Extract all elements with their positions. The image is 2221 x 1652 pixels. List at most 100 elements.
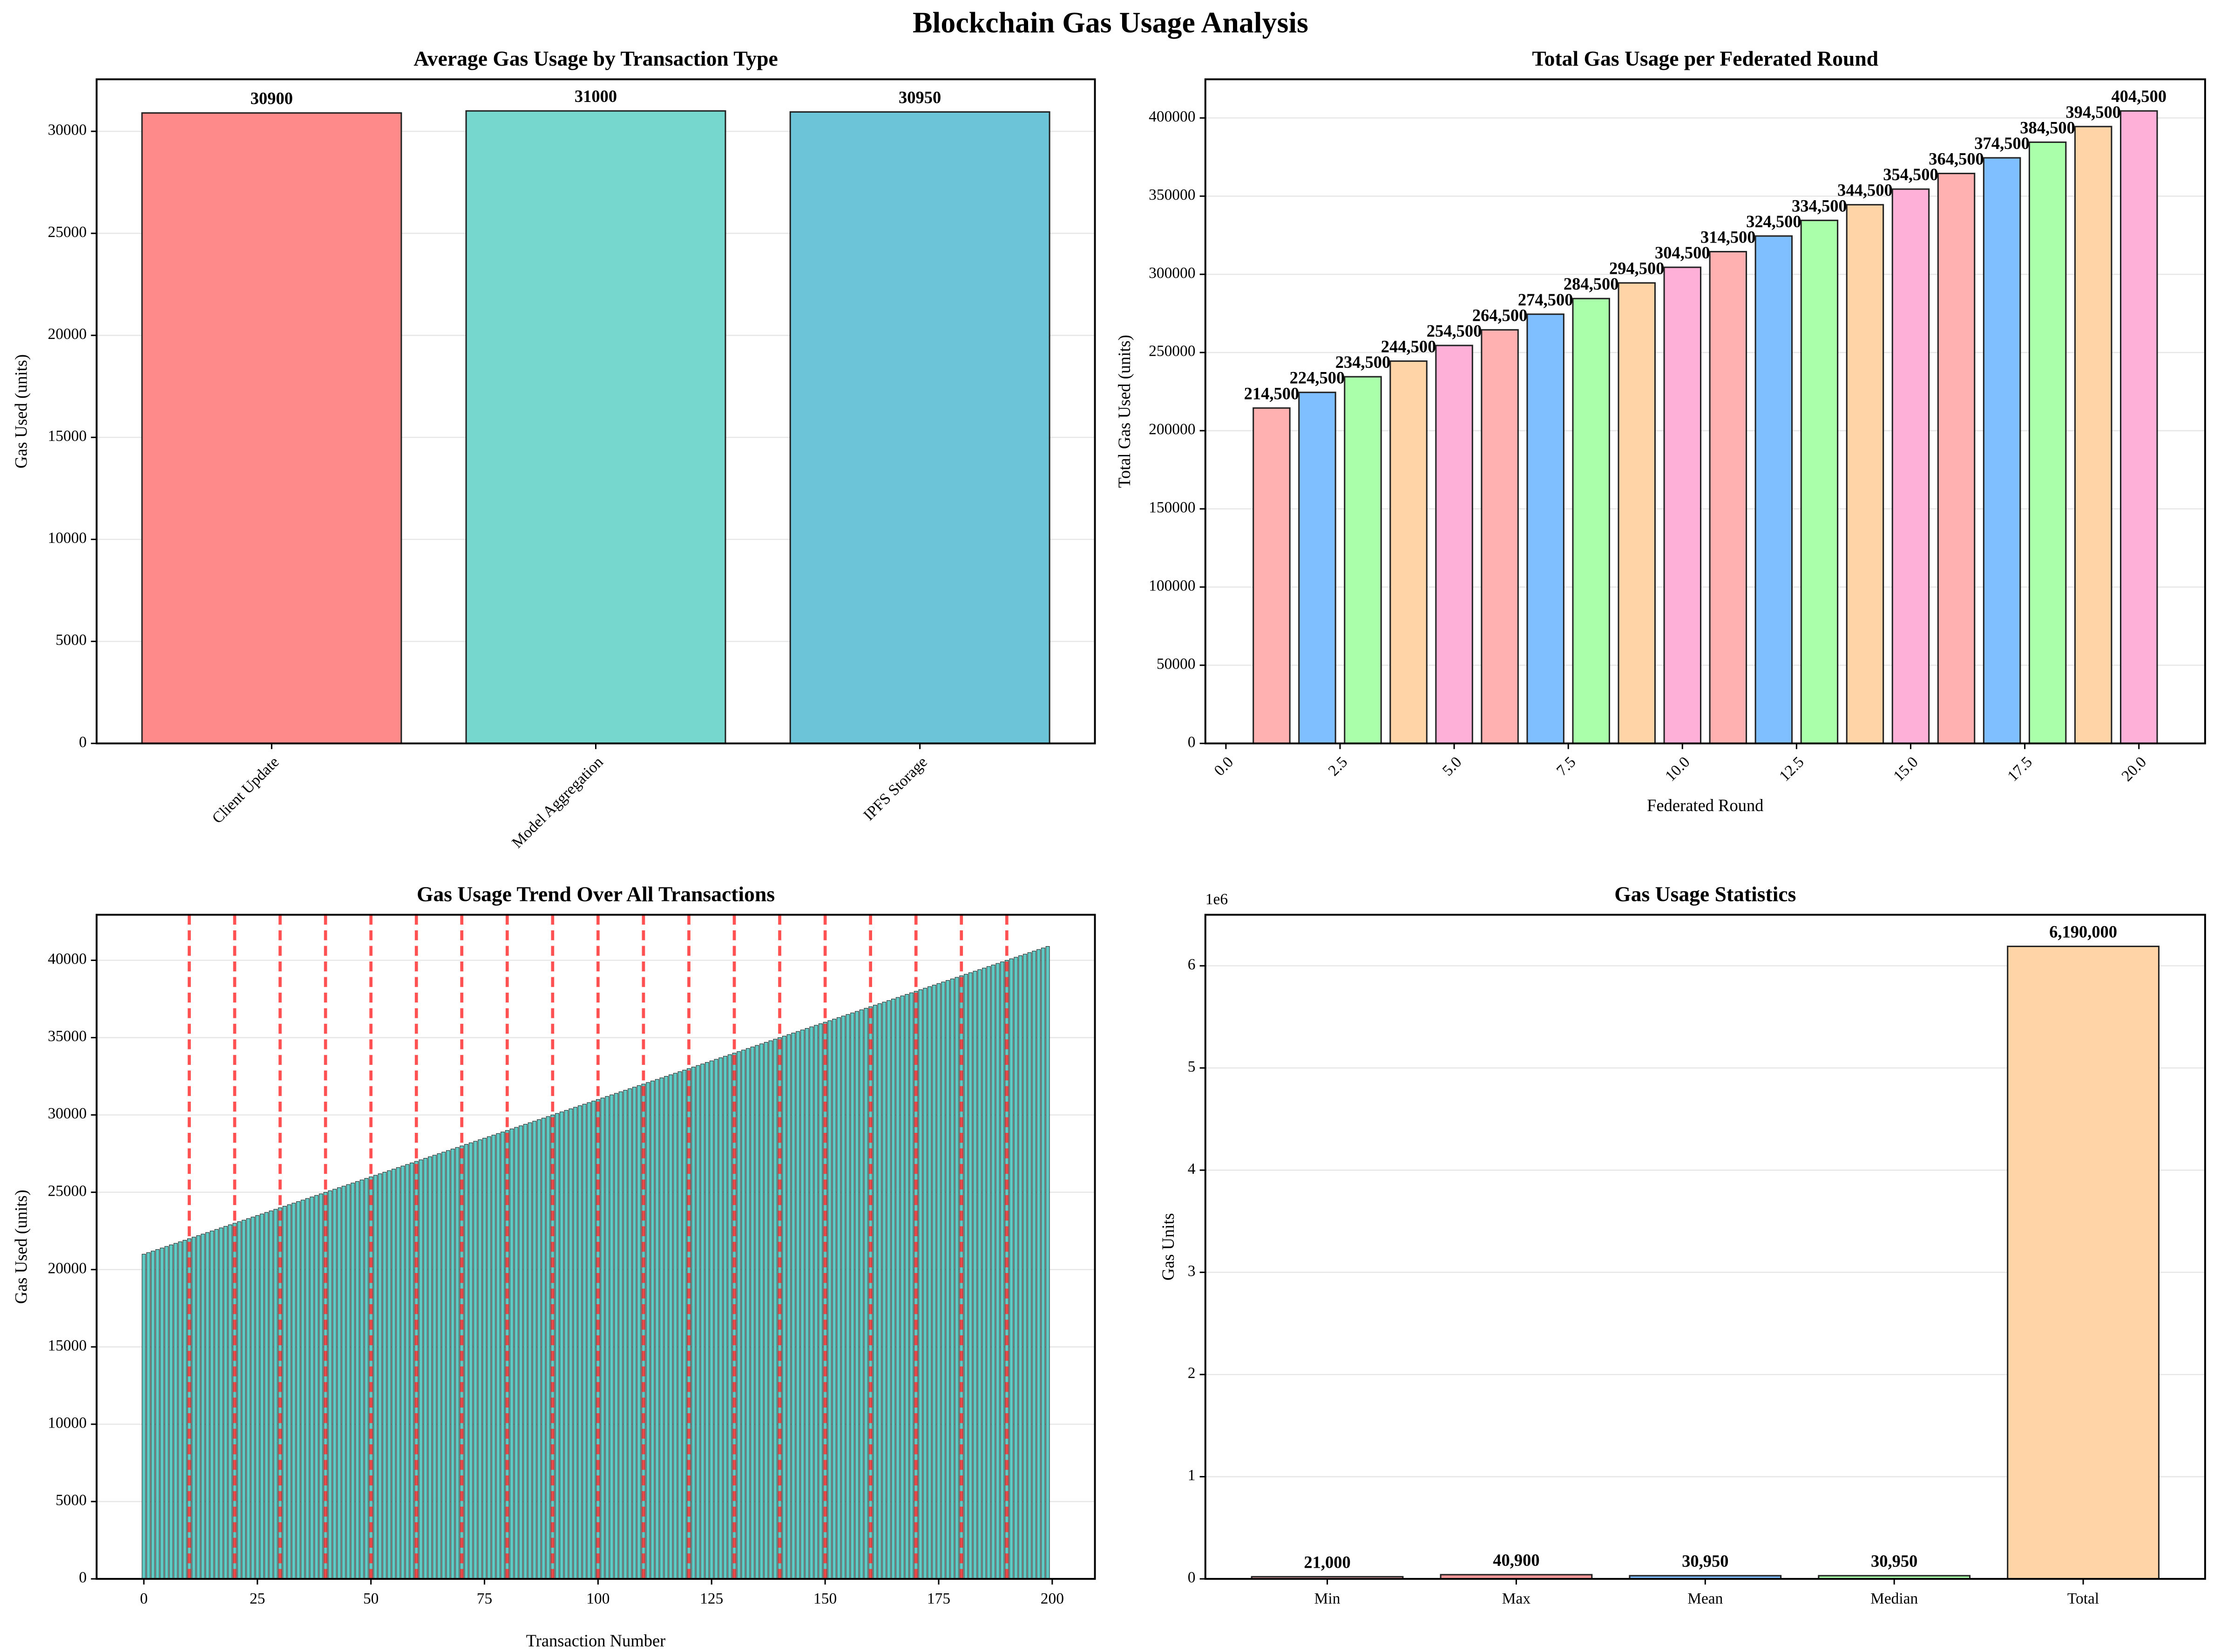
- y-tick-label: 4: [1188, 1160, 1196, 1178]
- bar: [378, 1173, 382, 1579]
- bar: [369, 1176, 373, 1579]
- bar: [219, 1227, 223, 1579]
- bar: [941, 982, 946, 1579]
- bar: [750, 1046, 755, 1579]
- bar: [614, 1093, 618, 1579]
- y-tick-label: 30000: [48, 1105, 87, 1122]
- bar: [1526, 313, 1564, 745]
- bar: [1663, 266, 1702, 745]
- bar: [805, 1028, 809, 1579]
- figure-title: Blockchain Gas Usage Analysis: [913, 6, 1308, 39]
- y-axis-label: Gas Units: [1158, 1213, 1178, 1280]
- x-axis-label: Transaction Number: [526, 1631, 666, 1650]
- bar: [632, 1087, 637, 1579]
- bar: [183, 1240, 187, 1579]
- bar: [977, 969, 982, 1579]
- bar: [609, 1094, 614, 1579]
- bar: [723, 1056, 727, 1579]
- bar: [759, 1043, 764, 1579]
- bar: [764, 1042, 768, 1579]
- axes-frame: [1204, 914, 2206, 1580]
- bar: [501, 1131, 505, 1579]
- bar: [437, 1153, 441, 1579]
- bar: [836, 1017, 841, 1579]
- bar: [741, 1049, 745, 1579]
- value-label: 214,500: [1244, 384, 1300, 403]
- bar: [789, 111, 1050, 745]
- bar: [482, 1137, 487, 1579]
- bar: [605, 1096, 609, 1579]
- subplot-title: Gas Usage Statistics: [1614, 882, 1796, 906]
- bar: [255, 1215, 260, 1579]
- y-axis-label: Total Gas Used (units): [1115, 335, 1134, 488]
- y-tick-label: 6: [1188, 956, 1196, 973]
- bar: [155, 1249, 160, 1579]
- bar: [191, 1237, 196, 1579]
- y-tick-label: 0: [79, 733, 87, 751]
- bar: [392, 1169, 396, 1579]
- y-axis-label: Gas Used (units): [12, 1190, 31, 1304]
- x-tick-label: 50: [363, 1590, 379, 1607]
- bar: [441, 1151, 446, 1579]
- bar: [196, 1235, 201, 1579]
- y-tick-label: 150000: [1149, 499, 1195, 516]
- bar: [1618, 282, 1656, 745]
- bar: [142, 1253, 146, 1579]
- bar: [877, 1003, 882, 1579]
- bar: [700, 1063, 705, 1579]
- bar: [359, 1179, 364, 1579]
- value-label: 344,500: [1837, 181, 1893, 200]
- bar: [428, 1156, 432, 1579]
- bar: [1014, 957, 1018, 1579]
- bar: [523, 1124, 528, 1579]
- bar: [1032, 950, 1036, 1579]
- bar: [1041, 948, 1045, 1579]
- y-tick-label: 5000: [55, 631, 87, 649]
- bar: [300, 1199, 305, 1579]
- y-tick-label: 20000: [48, 1259, 87, 1277]
- x-tick-label: Median: [1870, 1590, 1918, 1607]
- bar: [305, 1198, 310, 1579]
- bar: [895, 997, 900, 1579]
- bar: [673, 1073, 677, 1579]
- bar: [1435, 345, 1473, 745]
- bar: [932, 985, 936, 1579]
- bar: [714, 1059, 718, 1579]
- y-tick-label: 15000: [48, 427, 87, 445]
- bar: [800, 1029, 805, 1579]
- value-label: 264,500: [1472, 305, 1528, 325]
- bar: [677, 1071, 682, 1579]
- bar: [151, 1251, 155, 1579]
- y-tick-label: 300000: [1149, 264, 1195, 282]
- y-tick-label: 35000: [48, 1028, 87, 1045]
- bar: [210, 1231, 214, 1579]
- bar: [2119, 110, 2158, 745]
- bar: [696, 1065, 700, 1579]
- bar: [928, 986, 932, 1579]
- bar: [465, 110, 726, 745]
- y-tick-label: 50000: [1157, 655, 1196, 672]
- bar: [396, 1167, 400, 1579]
- bar: [705, 1062, 709, 1579]
- value-label: 294,500: [1609, 259, 1665, 278]
- bar: [1022, 954, 1027, 1579]
- value-label: 374,500: [1974, 134, 2030, 153]
- bar: [1983, 157, 2021, 745]
- bar: [296, 1201, 301, 1579]
- x-tick-label: 0: [140, 1590, 148, 1607]
- value-label: 304,500: [1655, 243, 1710, 262]
- bar: [1709, 251, 1747, 745]
- x-tick-label: 150: [813, 1590, 837, 1607]
- bar: [709, 1060, 714, 1579]
- bar: [682, 1070, 687, 1579]
- x-tick-label: 200: [1041, 1590, 1064, 1607]
- bar: [314, 1195, 319, 1579]
- bar: [519, 1125, 523, 1579]
- value-label: 21,000: [1304, 1552, 1350, 1571]
- bar: [623, 1090, 628, 1579]
- bar: [473, 1141, 478, 1579]
- bar: [745, 1048, 750, 1579]
- value-label: 244,500: [1381, 337, 1436, 356]
- bar: [655, 1079, 659, 1579]
- value-label: 234,500: [1335, 352, 1391, 372]
